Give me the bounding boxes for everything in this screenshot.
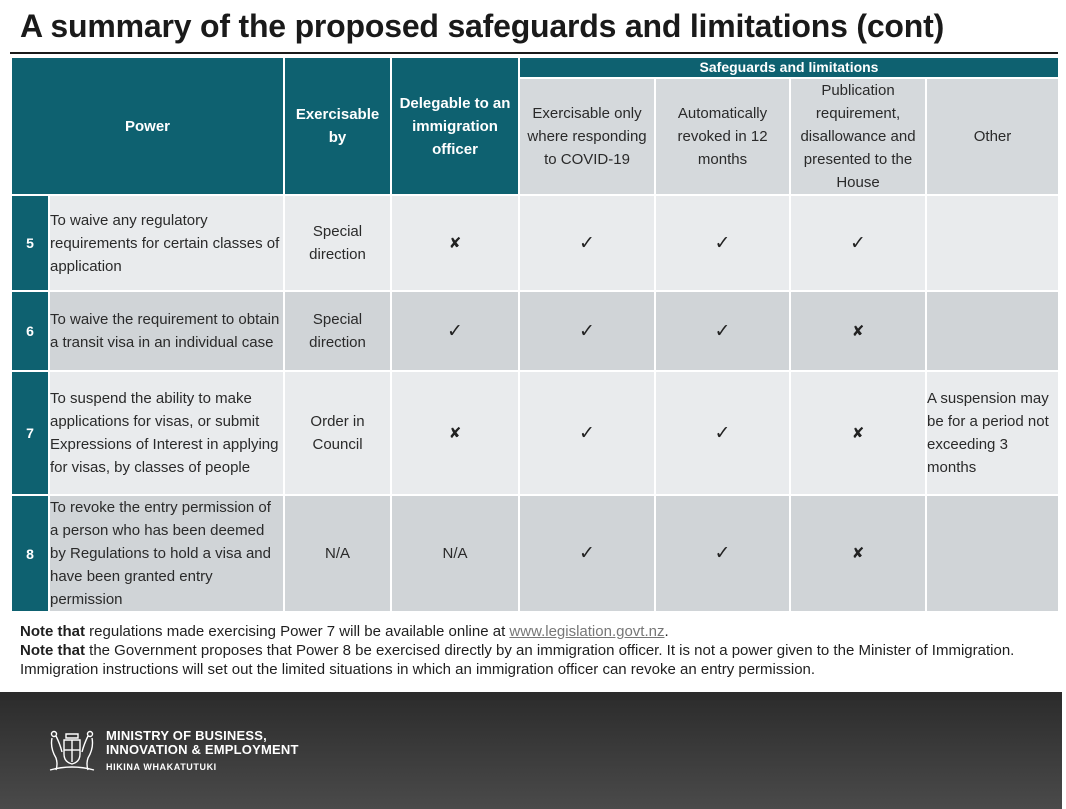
power-description: To waive any regulatory requirements for… bbox=[47, 194, 286, 292]
cross-mark-icon: ✘ bbox=[789, 494, 928, 613]
header-covid: Exercisable only where responding to COV… bbox=[518, 77, 657, 196]
cross-mark-icon: ✘ bbox=[789, 370, 928, 496]
check-mark-icon: ✓ bbox=[518, 194, 657, 292]
table-row: 8 To revoke the entry permission of a pe… bbox=[10, 494, 1061, 613]
table-row: 7 To suspend the ability to make applica… bbox=[10, 370, 1061, 496]
check-mark-icon: ✓ bbox=[518, 370, 657, 496]
cross-mark-icon: ✘ bbox=[789, 290, 928, 372]
check-mark-icon: ✓ bbox=[654, 370, 792, 496]
page-title: A summary of the proposed safeguards and… bbox=[20, 8, 945, 44]
check-mark-icon: ✓ bbox=[518, 494, 657, 613]
legislation-link[interactable]: www.legislation.govt.nz bbox=[509, 623, 665, 640]
header-exercisable-by: Exercisable by bbox=[283, 56, 393, 196]
delegable-cell: N/A bbox=[390, 494, 521, 613]
table-row: 5 To waive any regulatory requirements f… bbox=[10, 194, 1061, 292]
header-publication: Publication requirement, disallowance an… bbox=[789, 77, 928, 196]
other-cell bbox=[925, 290, 1061, 372]
check-mark-icon: ✓ bbox=[654, 494, 792, 613]
coat-of-arms-icon bbox=[49, 730, 95, 771]
footer-bar: MINISTRY OF BUSINESS, INNOVATION & EMPLO… bbox=[0, 692, 1062, 809]
exercisable-by-cell: Special direction bbox=[283, 290, 393, 372]
exercisable-by-cell: Special direction bbox=[283, 194, 393, 292]
other-cell bbox=[925, 194, 1061, 292]
check-mark-icon: ✓ bbox=[654, 194, 792, 292]
note-lead: Note that bbox=[20, 642, 85, 659]
summary-table: Power Exercisable by Delegable to an imm… bbox=[9, 56, 1061, 613]
row-number: 6 bbox=[10, 290, 50, 372]
note-text: regulations made exercising Power 7 will… bbox=[85, 623, 510, 640]
other-cell: A suspension may be for a period not exc… bbox=[925, 370, 1061, 496]
ministry-tagline: HIKINA WHAKATUTUKI bbox=[106, 762, 217, 772]
note-lead: Note that bbox=[20, 623, 85, 640]
row-number: 5 bbox=[10, 194, 50, 292]
exercisable-by-cell: N/A bbox=[283, 494, 393, 613]
ministry-line-2: INNOVATION & EMPLOYMENT bbox=[106, 742, 299, 757]
other-cell bbox=[925, 494, 1061, 613]
row-number: 8 bbox=[10, 494, 50, 613]
footer-edge bbox=[1062, 692, 1066, 809]
header-safeguards-group: Safeguards and limitations bbox=[518, 56, 1061, 79]
table-row: 6 To waive the requirement to obtain a t… bbox=[10, 290, 1061, 372]
header-delegable: Delegable to an immigration officer bbox=[390, 56, 521, 196]
check-mark-icon: ✓ bbox=[390, 290, 521, 372]
header-revoked: Automatically revoked in 12 months bbox=[654, 77, 792, 196]
ministry-logo-text: MINISTRY OF BUSINESS, INNOVATION & EMPLO… bbox=[106, 729, 299, 774]
header-other: Other bbox=[925, 77, 1061, 196]
title-divider bbox=[10, 52, 1058, 54]
note-end: . bbox=[664, 623, 669, 640]
check-mark-icon: ✓ bbox=[518, 290, 657, 372]
exercisable-by-cell: Order in Council bbox=[283, 370, 393, 496]
ministry-line-1: MINISTRY OF BUSINESS, bbox=[106, 728, 267, 743]
notes-section: Note that regulations made exercising Po… bbox=[20, 622, 1050, 679]
power-description: To revoke the entry permission of a pers… bbox=[47, 494, 286, 613]
header-power: Power bbox=[9, 56, 286, 196]
power-description: To waive the requirement to obtain a tra… bbox=[47, 290, 286, 372]
row-number: 7 bbox=[10, 370, 50, 496]
check-mark-icon: ✓ bbox=[789, 194, 928, 292]
note-1: Note that regulations made exercising Po… bbox=[20, 622, 1050, 641]
note-text: the Government proposes that Power 8 be … bbox=[20, 642, 1015, 678]
note-2: Note that the Government proposes that P… bbox=[20, 641, 1050, 679]
cross-mark-icon: ✘ bbox=[390, 194, 521, 292]
check-mark-icon: ✓ bbox=[654, 290, 792, 372]
power-description: To suspend the ability to make applicati… bbox=[47, 370, 286, 496]
cross-mark-icon: ✘ bbox=[390, 370, 521, 496]
